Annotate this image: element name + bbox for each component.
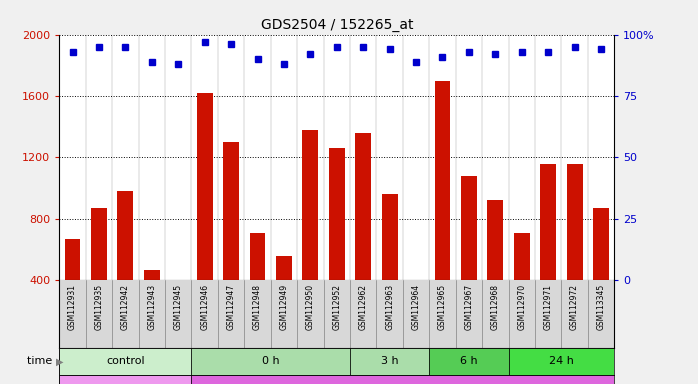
Bar [355, 133, 371, 280]
Text: GSM112943: GSM112943 [147, 284, 156, 330]
Text: time: time [27, 356, 56, 366]
Bar [59, 375, 191, 384]
Bar [487, 200, 503, 280]
Bar [435, 81, 450, 280]
Text: GSM113345: GSM113345 [597, 284, 606, 330]
Bar [509, 348, 614, 375]
Bar [540, 164, 556, 280]
Text: 24 h: 24 h [549, 356, 574, 366]
Text: GSM112972: GSM112972 [570, 284, 579, 330]
Text: 0 h: 0 h [262, 356, 279, 366]
Text: GSM112968: GSM112968 [491, 284, 500, 330]
Text: control: control [106, 356, 144, 366]
Text: GSM112948: GSM112948 [253, 284, 262, 330]
Bar [144, 270, 160, 280]
Text: ▶: ▶ [56, 356, 64, 366]
Text: GSM112935: GSM112935 [94, 284, 103, 330]
Bar [223, 142, 239, 280]
Bar [197, 93, 213, 280]
Bar [276, 256, 292, 280]
Text: GSM112950: GSM112950 [306, 284, 315, 330]
Bar [567, 164, 583, 280]
Text: GSM112931: GSM112931 [68, 284, 77, 330]
Text: 6 h: 6 h [460, 356, 477, 366]
Bar [191, 375, 614, 384]
Bar [350, 348, 429, 375]
Text: GSM112947: GSM112947 [227, 284, 236, 330]
Text: GSM112967: GSM112967 [464, 284, 473, 330]
Bar [59, 348, 191, 375]
Bar [91, 208, 107, 280]
Text: GSM112962: GSM112962 [359, 284, 368, 330]
Title: GDS2504 / 152265_at: GDS2504 / 152265_at [260, 18, 413, 32]
Text: 3 h: 3 h [381, 356, 399, 366]
Bar [408, 280, 424, 282]
Text: GSM112964: GSM112964 [412, 284, 421, 330]
Bar [514, 233, 530, 280]
Text: GSM112945: GSM112945 [174, 284, 183, 330]
Bar [593, 208, 609, 280]
Bar [329, 148, 345, 280]
Text: GSM112946: GSM112946 [200, 284, 209, 330]
Bar [170, 280, 186, 282]
Bar [191, 348, 350, 375]
Text: GSM112970: GSM112970 [517, 284, 526, 330]
Text: GSM112949: GSM112949 [279, 284, 288, 330]
Text: GSM112942: GSM112942 [121, 284, 130, 330]
Bar [65, 239, 80, 280]
Text: GSM112965: GSM112965 [438, 284, 447, 330]
Bar [117, 191, 133, 280]
Text: GSM112952: GSM112952 [332, 284, 341, 330]
Bar [461, 176, 477, 280]
Bar [429, 348, 509, 375]
Bar [250, 233, 265, 280]
Bar [302, 130, 318, 280]
Text: GSM112971: GSM112971 [544, 284, 553, 330]
Text: GSM112963: GSM112963 [385, 284, 394, 330]
Bar [382, 194, 398, 280]
